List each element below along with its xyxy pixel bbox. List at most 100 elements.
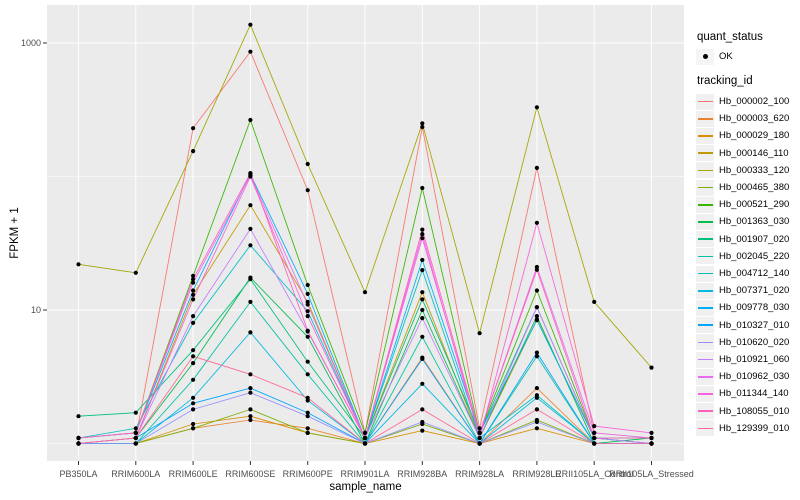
data-point [248,330,253,335]
data-point [649,430,654,435]
data-point [534,220,540,225]
data-point [76,414,81,419]
data-point [191,361,196,366]
data-point [362,441,368,446]
data-point [592,441,597,446]
x-tick-label: RRIM928LE [512,469,561,479]
x-tick-label: RRIM600LA [111,469,160,479]
data-point [420,227,425,232]
data-point [248,226,253,231]
data-point [420,268,425,273]
data-point [592,430,597,435]
data-point [76,441,81,446]
data-point [248,243,253,248]
data-point [534,354,540,359]
data-point [534,165,540,170]
data-point [191,320,196,325]
y-axis-title: FPKM + 1 [9,207,21,259]
data-point [248,414,253,419]
data-point [477,426,482,431]
data-point [305,334,310,339]
data-point [534,407,540,412]
data-point [133,435,138,441]
data-point [305,410,310,415]
data-point [248,277,253,282]
data-point [477,331,482,336]
data-point [191,277,196,282]
data-point [76,262,81,267]
data-point [649,441,654,446]
data-point [534,305,540,310]
data-point [420,257,425,263]
data-point [534,426,540,431]
data-point [248,390,253,395]
data-point [420,407,425,412]
data-point [420,334,425,339]
data-point [362,430,368,435]
data-point [191,149,196,154]
data-point [420,121,425,126]
data-point [649,435,654,441]
data-point [76,435,81,441]
data-point [534,350,540,355]
data-point [191,377,196,382]
data-point [133,426,138,431]
x-tick-label: RRIM600SE [225,469,275,479]
data-point [191,314,196,319]
data-point [534,105,540,110]
data-point [305,314,310,319]
data-point [477,441,482,446]
data-point [248,417,253,423]
data-point [305,161,310,167]
x-tick-label: RRII105LA_Control [555,469,633,479]
data-point [420,428,425,433]
y-tick-label: 1000 [21,38,41,48]
x-tick-label: RRIM600PE [283,469,333,479]
data-point [191,354,196,359]
x-tick-label: RRIM928BA [397,469,447,479]
data-point [248,203,253,208]
data-point [191,395,196,400]
data-point [191,407,196,412]
data-point [305,282,310,288]
data-point [248,174,253,179]
x-tick-label: PB350LA [59,469,97,479]
data-point [534,288,540,293]
data-point [420,236,425,241]
y-tick-label: 10 [31,305,41,315]
data-point [191,280,196,285]
data-point [420,124,425,130]
x-tick-label: RRIM901LA [340,469,389,479]
data-point [248,299,253,304]
data-point [362,290,368,295]
data-point [534,386,540,391]
data-point [305,328,310,333]
data-point [248,171,253,176]
data-point [191,401,196,406]
data-point [477,435,482,441]
data-point [534,395,540,400]
data-point [362,435,368,441]
data-point [191,288,196,293]
data-point [305,359,310,364]
data-point [305,309,310,314]
data-point [191,421,196,427]
data-point [420,185,425,191]
data-point [191,126,196,131]
data-point [534,314,540,319]
data-point [592,299,597,304]
data-point [248,372,253,377]
data-point [248,407,253,412]
data-point [420,232,425,237]
data-point [477,430,482,435]
data-point [305,430,310,435]
data-point [305,302,310,307]
data-point [248,117,253,123]
data-point [592,424,597,429]
data-point [305,291,310,296]
data-point [420,297,425,302]
data-point [420,419,425,425]
data-point [534,318,540,323]
data-point [191,292,196,297]
